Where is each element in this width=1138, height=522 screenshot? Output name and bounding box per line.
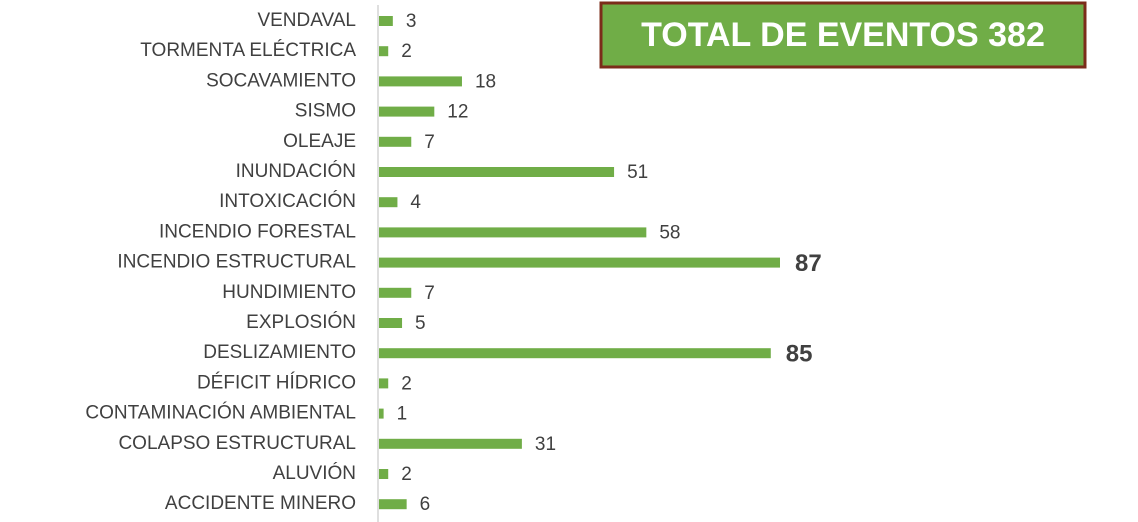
bar: [379, 227, 647, 238]
value-label: 58: [659, 222, 680, 243]
bar: [379, 438, 522, 449]
bar: [379, 257, 780, 268]
value-label: 31: [535, 434, 556, 455]
bar: [379, 106, 435, 117]
y-tick-label: SISMO: [295, 101, 356, 122]
value-label: 1: [397, 404, 408, 425]
bar: [379, 167, 615, 177]
value-label: 7: [424, 132, 435, 153]
bar: [379, 499, 407, 510]
value-label: 6: [420, 494, 431, 515]
value-label: 85: [786, 341, 813, 368]
value-label: 12: [447, 102, 468, 123]
value-label: 7: [424, 283, 435, 304]
y-tick-label: COLAPSO ESTRUCTURAL: [118, 433, 356, 454]
y-tick-label: CONTAMINACIÓN AMBIENTAL: [85, 402, 356, 424]
value-label: 4: [410, 192, 421, 213]
y-tick-label: OLEAJE: [283, 131, 356, 152]
bar: [379, 469, 389, 479]
y-tick-label: ACCIDENTE MINERO: [165, 493, 356, 514]
bar: [379, 197, 398, 208]
value-label: 5: [415, 313, 426, 334]
bar: [379, 378, 389, 389]
value-label: 87: [795, 250, 822, 277]
y-tick-label: HUNDIMIENTO: [222, 282, 356, 303]
bar: [379, 287, 412, 298]
y-tick-label: DÉFICIT HÍDRICO: [197, 372, 356, 393]
value-label: 2: [401, 41, 412, 62]
bar: [379, 348, 771, 359]
bar: [379, 76, 462, 87]
title-box: [599, 1, 1087, 69]
y-tick-label: INUNDACIÓN: [236, 160, 356, 182]
y-tick-label: INCENDIO FORESTAL: [159, 221, 356, 242]
value-label: 51: [627, 162, 648, 183]
value-label: 3: [406, 11, 417, 32]
y-tick-label: DESLIZAMIENTO: [203, 342, 356, 363]
y-tick-label: VENDAVAL: [257, 10, 356, 31]
y-tick-label: INCENDIO ESTRUCTURAL: [117, 252, 356, 273]
y-tick-label: SOCAVAMIENTO: [206, 70, 356, 91]
y-tick-label: ALUVIÓN: [273, 462, 356, 484]
y-tick-label: INTOXICACIÓN: [219, 190, 356, 212]
y-tick-label: TORMENTA ELÉCTRICA: [140, 40, 356, 61]
bar: [379, 16, 393, 26]
y-tick-label: EXPLOSIÓN: [246, 311, 356, 333]
value-label: 18: [475, 71, 496, 92]
value-label: 2: [401, 464, 412, 485]
value-label: 2: [401, 373, 412, 394]
bar: [379, 136, 412, 147]
bar: [379, 46, 389, 57]
bar: [379, 408, 384, 419]
bar: [379, 318, 403, 328]
chart-title: TOTAL DE EVENTOS 382: [641, 16, 1045, 54]
